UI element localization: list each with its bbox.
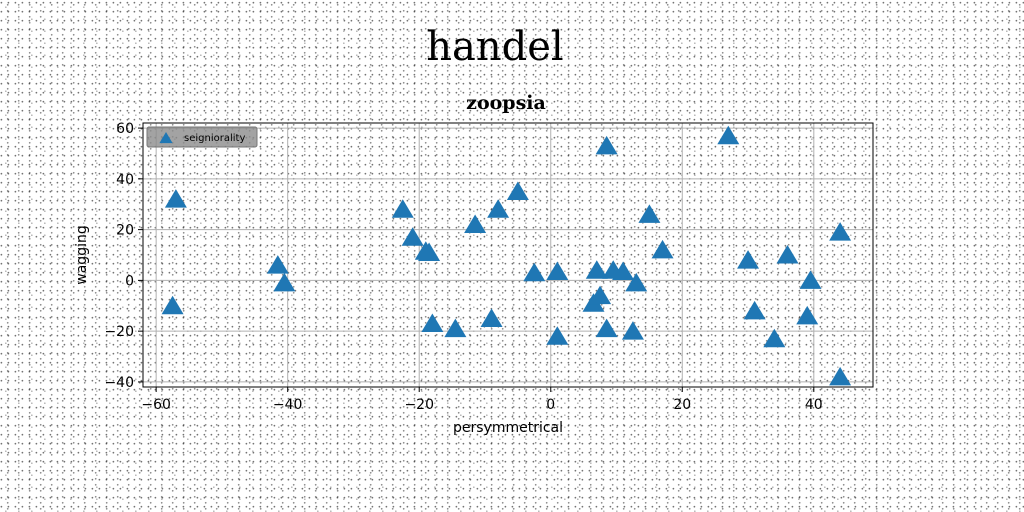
data-point	[506, 181, 529, 201]
data-point	[273, 272, 296, 292]
legend-box	[146, 126, 258, 148]
axes-title: zoopsia	[466, 92, 546, 114]
y-axis-label: wagging	[74, 225, 90, 284]
x-tick-label: 20	[673, 397, 691, 413]
data-point	[595, 318, 618, 338]
grid	[143, 123, 873, 387]
x-axis-label: persymmetrical	[453, 420, 563, 436]
data-point	[589, 285, 612, 305]
data-point	[444, 318, 467, 338]
data-point	[523, 262, 546, 282]
data-point	[796, 305, 819, 325]
data-point	[829, 366, 852, 386]
data-point	[595, 135, 618, 155]
y-tick-label: 60	[116, 121, 134, 137]
legend-marker-triangle	[159, 132, 173, 144]
data-point	[401, 227, 424, 246]
data-point	[161, 295, 184, 315]
x-tick-label: −20	[404, 397, 434, 413]
data-points	[161, 125, 852, 386]
y-tick-label: 40	[116, 172, 134, 188]
y-tick-label: 20	[116, 223, 134, 239]
data-point	[546, 326, 569, 345]
y-tick-label: 0	[125, 273, 134, 289]
data-point	[266, 255, 289, 274]
data-point	[480, 308, 503, 327]
data-point	[487, 199, 510, 218]
axis-ticks: −60 −40 −20 0 20 40 −40 −20 0 20 40 60	[104, 121, 822, 413]
data-point	[717, 125, 740, 145]
legend: seigniorality	[146, 126, 258, 148]
figure-suptitle: handel	[426, 24, 564, 70]
data-point	[585, 260, 608, 279]
data-point	[612, 261, 635, 280]
x-tick-label: 0	[546, 397, 555, 413]
x-tick-label: −60	[141, 397, 171, 413]
data-point	[546, 261, 569, 280]
data-point	[651, 239, 674, 259]
data-point	[743, 300, 766, 320]
data-point	[638, 204, 661, 223]
data-point	[621, 321, 644, 340]
y-tick-label: −40	[104, 375, 134, 391]
data-point	[829, 222, 852, 241]
data-point	[763, 328, 786, 348]
data-point	[464, 214, 487, 234]
data-point	[799, 270, 822, 289]
data-point	[164, 189, 187, 208]
y-tick-label: −20	[104, 324, 134, 340]
plot-frame	[142, 122, 874, 388]
x-tick-label: −40	[273, 397, 303, 413]
data-point	[625, 272, 648, 292]
data-point	[421, 313, 444, 333]
data-point	[737, 250, 760, 269]
x-tick-label: 40	[805, 397, 823, 413]
data-point	[776, 245, 799, 264]
data-point	[418, 242, 441, 261]
legend-label: seigniorality	[184, 133, 245, 144]
data-point	[391, 199, 414, 218]
